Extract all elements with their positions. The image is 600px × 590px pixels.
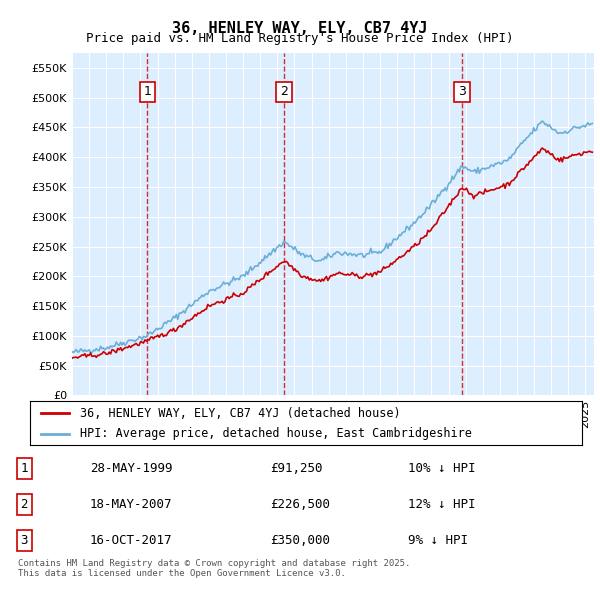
Text: 1: 1	[20, 462, 28, 475]
Text: 2: 2	[280, 86, 288, 99]
Text: 9% ↓ HPI: 9% ↓ HPI	[408, 534, 468, 547]
Text: 28-MAY-1999: 28-MAY-1999	[90, 462, 173, 475]
Text: £350,000: £350,000	[270, 534, 330, 547]
Text: 10% ↓ HPI: 10% ↓ HPI	[408, 462, 476, 475]
Text: 2: 2	[20, 498, 28, 511]
Text: 3: 3	[458, 86, 466, 99]
Text: 18-MAY-2007: 18-MAY-2007	[90, 498, 173, 511]
Text: 16-OCT-2017: 16-OCT-2017	[90, 534, 173, 547]
Text: £91,250: £91,250	[270, 462, 323, 475]
Text: Price paid vs. HM Land Registry's House Price Index (HPI): Price paid vs. HM Land Registry's House …	[86, 32, 514, 45]
Text: 3: 3	[20, 534, 28, 547]
Text: Contains HM Land Registry data © Crown copyright and database right 2025.
This d: Contains HM Land Registry data © Crown c…	[18, 559, 410, 578]
Text: 36, HENLEY WAY, ELY, CB7 4YJ (detached house): 36, HENLEY WAY, ELY, CB7 4YJ (detached h…	[80, 407, 400, 419]
Text: 1: 1	[143, 86, 151, 99]
Text: HPI: Average price, detached house, East Cambridgeshire: HPI: Average price, detached house, East…	[80, 427, 472, 440]
Text: 36, HENLEY WAY, ELY, CB7 4YJ: 36, HENLEY WAY, ELY, CB7 4YJ	[172, 21, 428, 35]
Text: 12% ↓ HPI: 12% ↓ HPI	[408, 498, 476, 511]
Text: £226,500: £226,500	[270, 498, 330, 511]
